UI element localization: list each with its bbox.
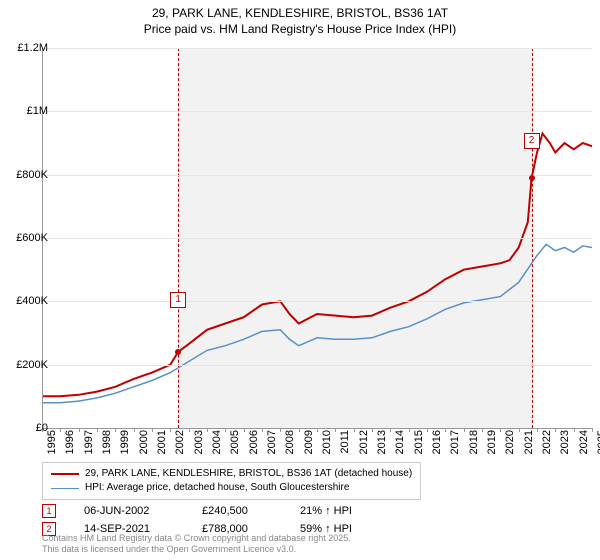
- x-axis-label: 2002: [174, 430, 186, 454]
- x-axis-label: 2022: [541, 430, 553, 454]
- chart-marker-2: 2: [524, 133, 540, 149]
- y-axis-label: £600K: [16, 232, 48, 244]
- sale-point: [529, 175, 535, 181]
- title-line-2: Price paid vs. HM Land Registry's House …: [0, 22, 600, 38]
- y-axis-label: £1.2M: [17, 42, 48, 54]
- x-axis-label: 2001: [156, 430, 168, 454]
- x-axis-label: 1996: [64, 430, 76, 454]
- x-axis-label: 1999: [119, 430, 131, 454]
- sale-delta-1: 21% ↑ HPI: [300, 505, 352, 517]
- footer-line-1: Contains HM Land Registry data © Crown c…: [42, 533, 351, 545]
- y-axis-label: £800K: [16, 169, 48, 181]
- gridline: [42, 48, 592, 49]
- x-axis-label: 1998: [101, 430, 113, 454]
- x-axis-label: 2021: [523, 430, 535, 454]
- title-line-1: 29, PARK LANE, KENDLESHIRE, BRISTOL, BS3…: [0, 6, 600, 22]
- x-axis-label: 2011: [339, 430, 351, 454]
- legend-row-2: HPI: Average price, detached house, Sout…: [51, 481, 412, 495]
- legend-row-1: 29, PARK LANE, KENDLESHIRE, BRISTOL, BS3…: [51, 467, 412, 481]
- x-axis-label: 2010: [321, 430, 333, 454]
- x-axis-label: 2003: [193, 430, 205, 454]
- x-axis-label: 2020: [504, 430, 516, 454]
- x-axis-label: 2015: [413, 430, 425, 454]
- gridline: [42, 175, 592, 176]
- legend-box: 29, PARK LANE, KENDLESHIRE, BRISTOL, BS3…: [42, 462, 421, 500]
- sale-marker-1: 1: [42, 504, 56, 518]
- x-axis-label: 2000: [138, 430, 150, 454]
- gridline: [42, 111, 592, 112]
- x-axis-label: 2014: [394, 430, 406, 454]
- x-axis-label: 2024: [578, 430, 590, 454]
- x-axis-label: 2012: [358, 430, 370, 454]
- sale-point: [175, 349, 181, 355]
- gridline: [42, 301, 592, 302]
- footer-text: Contains HM Land Registry data © Crown c…: [42, 533, 351, 556]
- x-axis-label: 2023: [559, 430, 571, 454]
- gridline: [42, 365, 592, 366]
- x-axis-label: 2005: [229, 430, 241, 454]
- chart-plot-area: 1995199619971998199920002001200220032004…: [42, 48, 592, 428]
- x-axis-label: 2009: [303, 430, 315, 454]
- sale-row-1: 1 06-JUN-2002 £240,500 21% ↑ HPI: [42, 504, 352, 518]
- x-axis-label: 2017: [449, 430, 461, 454]
- legend-label-1: 29, PARK LANE, KENDLESHIRE, BRISTOL, BS3…: [85, 467, 412, 481]
- series-property: [42, 134, 592, 397]
- x-axis-label: 2025: [596, 430, 600, 454]
- y-axis-label: £0: [36, 422, 48, 434]
- x-axis-label: 2016: [431, 430, 443, 454]
- legend-swatch-2: [51, 488, 79, 489]
- sale-price-1: £240,500: [202, 505, 272, 517]
- x-axis: [42, 428, 592, 429]
- legend-swatch-1: [51, 473, 79, 475]
- gridline: [42, 238, 592, 239]
- sale-date-1: 06-JUN-2002: [84, 505, 174, 517]
- chart-title: 29, PARK LANE, KENDLESHIRE, BRISTOL, BS3…: [0, 0, 600, 37]
- x-axis-label: 2013: [376, 430, 388, 454]
- x-axis-label: 2008: [284, 430, 296, 454]
- chart-marker-1: 1: [170, 292, 186, 308]
- y-axis-label: £1M: [27, 105, 48, 117]
- footer-line-2: This data is licensed under the Open Gov…: [42, 544, 351, 556]
- x-tick: [592, 428, 593, 432]
- x-axis-label: 1997: [83, 430, 95, 454]
- x-axis-label: 2007: [266, 430, 278, 454]
- y-axis-label: £400K: [16, 295, 48, 307]
- x-axis-label: 2006: [248, 430, 260, 454]
- series-hpi: [42, 244, 592, 402]
- x-axis-label: 2004: [211, 430, 223, 454]
- x-axis-label: 2019: [486, 430, 498, 454]
- legend-label-2: HPI: Average price, detached house, Sout…: [85, 481, 349, 495]
- x-axis-label: 2018: [468, 430, 480, 454]
- y-axis-label: £200K: [16, 359, 48, 371]
